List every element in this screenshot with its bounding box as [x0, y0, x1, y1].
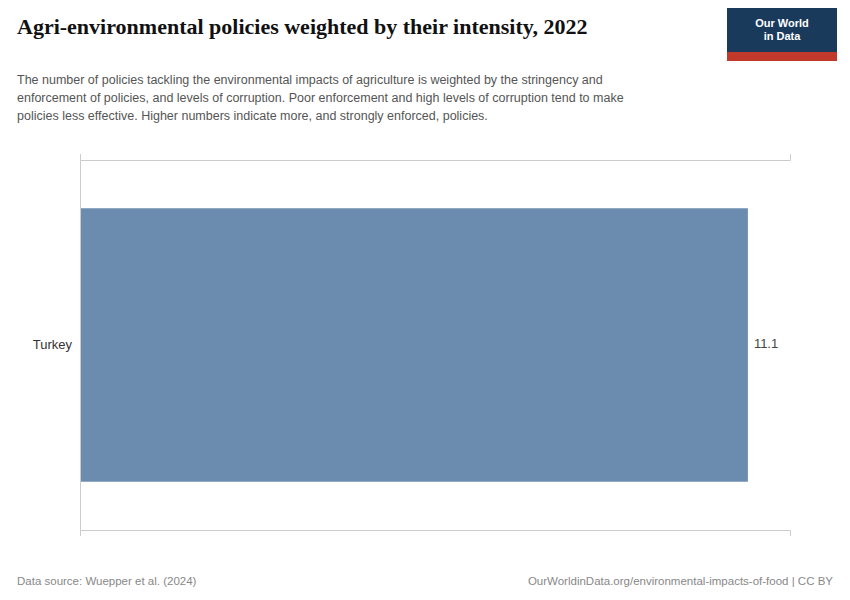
chart: Agri-environmental policies weighted by … — [0, 0, 850, 600]
bar — [80, 208, 748, 481]
bars — [80, 208, 748, 481]
logo-stripe — [727, 52, 837, 61]
url: OurWorldinData.org/environmental-impacts… — [528, 575, 833, 587]
logo: Our Worldin Data — [727, 8, 837, 61]
axis-line — [81, 531, 791, 537]
text-line: policies less effective. Higher numbers … — [17, 109, 488, 123]
tick-label: Turkey — [33, 337, 73, 352]
subtitle: The number of policies tackling the envi… — [17, 73, 624, 123]
text-line: Our World — [755, 17, 809, 29]
logo-background — [727, 8, 837, 52]
text-line: in Data — [764, 30, 802, 42]
source: Data source: Wuepper et al. (2024) — [17, 575, 197, 587]
data-labels: 11.1 — [754, 336, 778, 351]
logo-text: Our Worldin Data — [755, 17, 809, 42]
data-label: 11.1 — [754, 336, 778, 351]
tick: Turkey — [33, 337, 73, 352]
text-line: enforcement of policies, and levels of c… — [17, 91, 624, 105]
x-axis-top — [81, 154, 791, 161]
text-line: The number of policies tackling the envi… — [17, 73, 603, 87]
axis-line — [80, 161, 81, 531]
title: Agri-environmental policies weighted by … — [17, 14, 588, 39]
axis-line — [81, 154, 791, 161]
y-axis: Turkey — [33, 161, 81, 531]
x-axis — [81, 531, 791, 537]
